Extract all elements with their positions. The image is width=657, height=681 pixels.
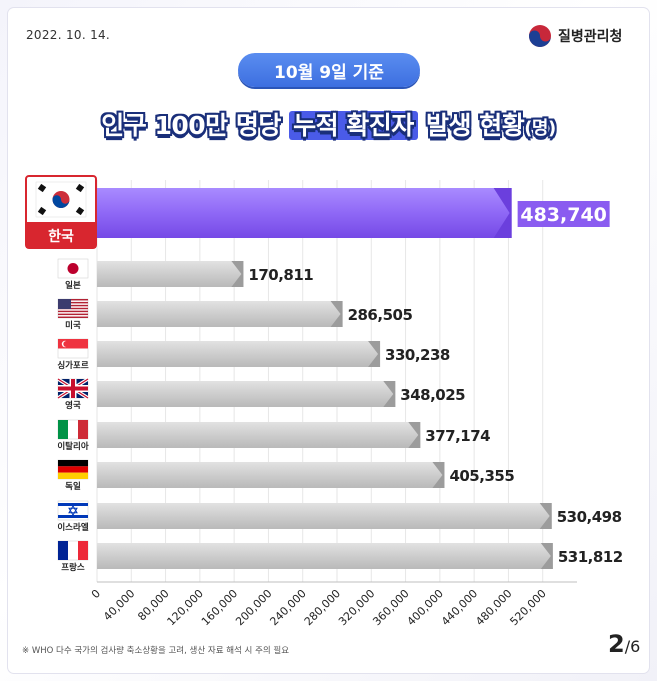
agency-name: 질병관리청 <box>558 29 623 45</box>
germany-flag-icon <box>57 459 89 480</box>
category-label-5: 이탈리아 <box>57 441 88 452</box>
category-labels: 483,740 한국 170,811 일본 286,505 미국 330,238 싱가포르 34… <box>25 175 623 573</box>
israel-flag-icon <box>57 500 89 521</box>
x-tick-label: 400,000 <box>405 587 446 628</box>
page-current: 2 <box>608 630 625 658</box>
korea-label-band <box>26 222 96 248</box>
bar-end-cap <box>368 341 381 367</box>
x-axis-ticks: 040,00080,000120,000160,000200,000240,00… <box>89 587 549 628</box>
x-tick-label: 40,000 <box>101 587 137 623</box>
bar-0 <box>97 188 512 238</box>
bar-end-cap <box>330 301 343 327</box>
category-label-8: 프랑스 <box>61 562 85 573</box>
category-label-6: 독일 <box>65 481 81 492</box>
bar-end-cap <box>540 543 553 569</box>
agency-logo: 질병관리청 <box>528 24 622 48</box>
x-tick-label: 480,000 <box>473 587 514 628</box>
title-prefix: 인구 100만 명당 <box>101 111 290 140</box>
bar-2 <box>97 301 343 327</box>
title-highlight: 누적 확진자 <box>289 111 418 140</box>
uk-flag-icon <box>57 377 89 400</box>
bars <box>97 188 610 569</box>
value-label-8: 531,812 <box>558 548 623 566</box>
japan-flag-icon <box>57 258 89 279</box>
publish-date: 2022. 10. 14. <box>26 28 111 42</box>
category-label-0: 한국 <box>48 229 74 245</box>
x-tick-label: 320,000 <box>336 587 377 628</box>
category-label-7: 이스라엘 <box>57 522 88 533</box>
page-total: /6 <box>624 637 641 656</box>
value-label-0: 483,740 <box>520 204 607 226</box>
italy-flag-icon <box>57 419 89 440</box>
category-label-4: 영국 <box>65 400 81 411</box>
category-label-1: 일본 <box>65 280 81 291</box>
value-label-2: 286,505 <box>348 306 413 324</box>
value-label-1: 170,811 <box>248 266 313 284</box>
category-label-3: 싱가포르 <box>57 360 88 371</box>
x-tick-label: 360,000 <box>370 587 411 628</box>
x-tick-label: 120,000 <box>165 587 206 628</box>
category-label-2: 미국 <box>65 320 81 331</box>
bar-end-cap <box>408 422 421 448</box>
bar-3 <box>97 341 381 367</box>
korea-flag-icon <box>35 181 87 218</box>
title-unit: (명) <box>524 118 556 139</box>
taegeuk-logo-icon <box>529 25 551 47</box>
title-suffix: 발생 현황 <box>417 111 525 140</box>
x-tick-label: 440,000 <box>439 587 480 628</box>
x-tick-label: 200,000 <box>233 587 274 628</box>
value-label-7: 530,498 <box>557 508 622 526</box>
value-label-3: 330,238 <box>385 346 450 364</box>
x-tick-label: 520,000 <box>507 587 548 628</box>
bar-end-cap <box>432 462 445 488</box>
footnote: ※ WHO 다수 국가의 검사량 축소상황을 고려, 생산 자료 해석 시 주의… <box>22 646 290 656</box>
bar-end-cap <box>383 381 396 407</box>
bar-1 <box>97 261 244 287</box>
bar-end-cap <box>539 503 552 529</box>
x-tick-label: 240,000 <box>267 587 308 628</box>
value-label-background <box>517 201 610 227</box>
chart-title: 인구 100만 명당 누적 확진자 발생 현황(명) <box>0 106 657 142</box>
page-indicator: 2/6 <box>608 630 640 658</box>
value-label-5: 377,174 <box>425 427 490 445</box>
bar-5 <box>97 422 421 448</box>
x-tick-label: 280,000 <box>302 587 343 628</box>
value-label-6: 405,355 <box>449 467 514 485</box>
bar-7 <box>97 503 552 529</box>
bar-end-cap <box>231 261 244 287</box>
bar-8 <box>97 543 553 569</box>
bar-end-cap <box>493 188 512 238</box>
bar-6 <box>97 462 445 488</box>
bar-4 <box>97 381 396 407</box>
singapore-flag-icon <box>57 338 89 359</box>
x-tick-label: 160,000 <box>199 587 240 628</box>
value-label-4: 348,025 <box>400 386 465 404</box>
usa-flag-icon <box>57 298 89 319</box>
basis-date-badge: 10월 9일 기준 <box>238 53 420 87</box>
france-flag-icon <box>57 540 89 561</box>
x-tick-label: 0 <box>89 587 103 601</box>
